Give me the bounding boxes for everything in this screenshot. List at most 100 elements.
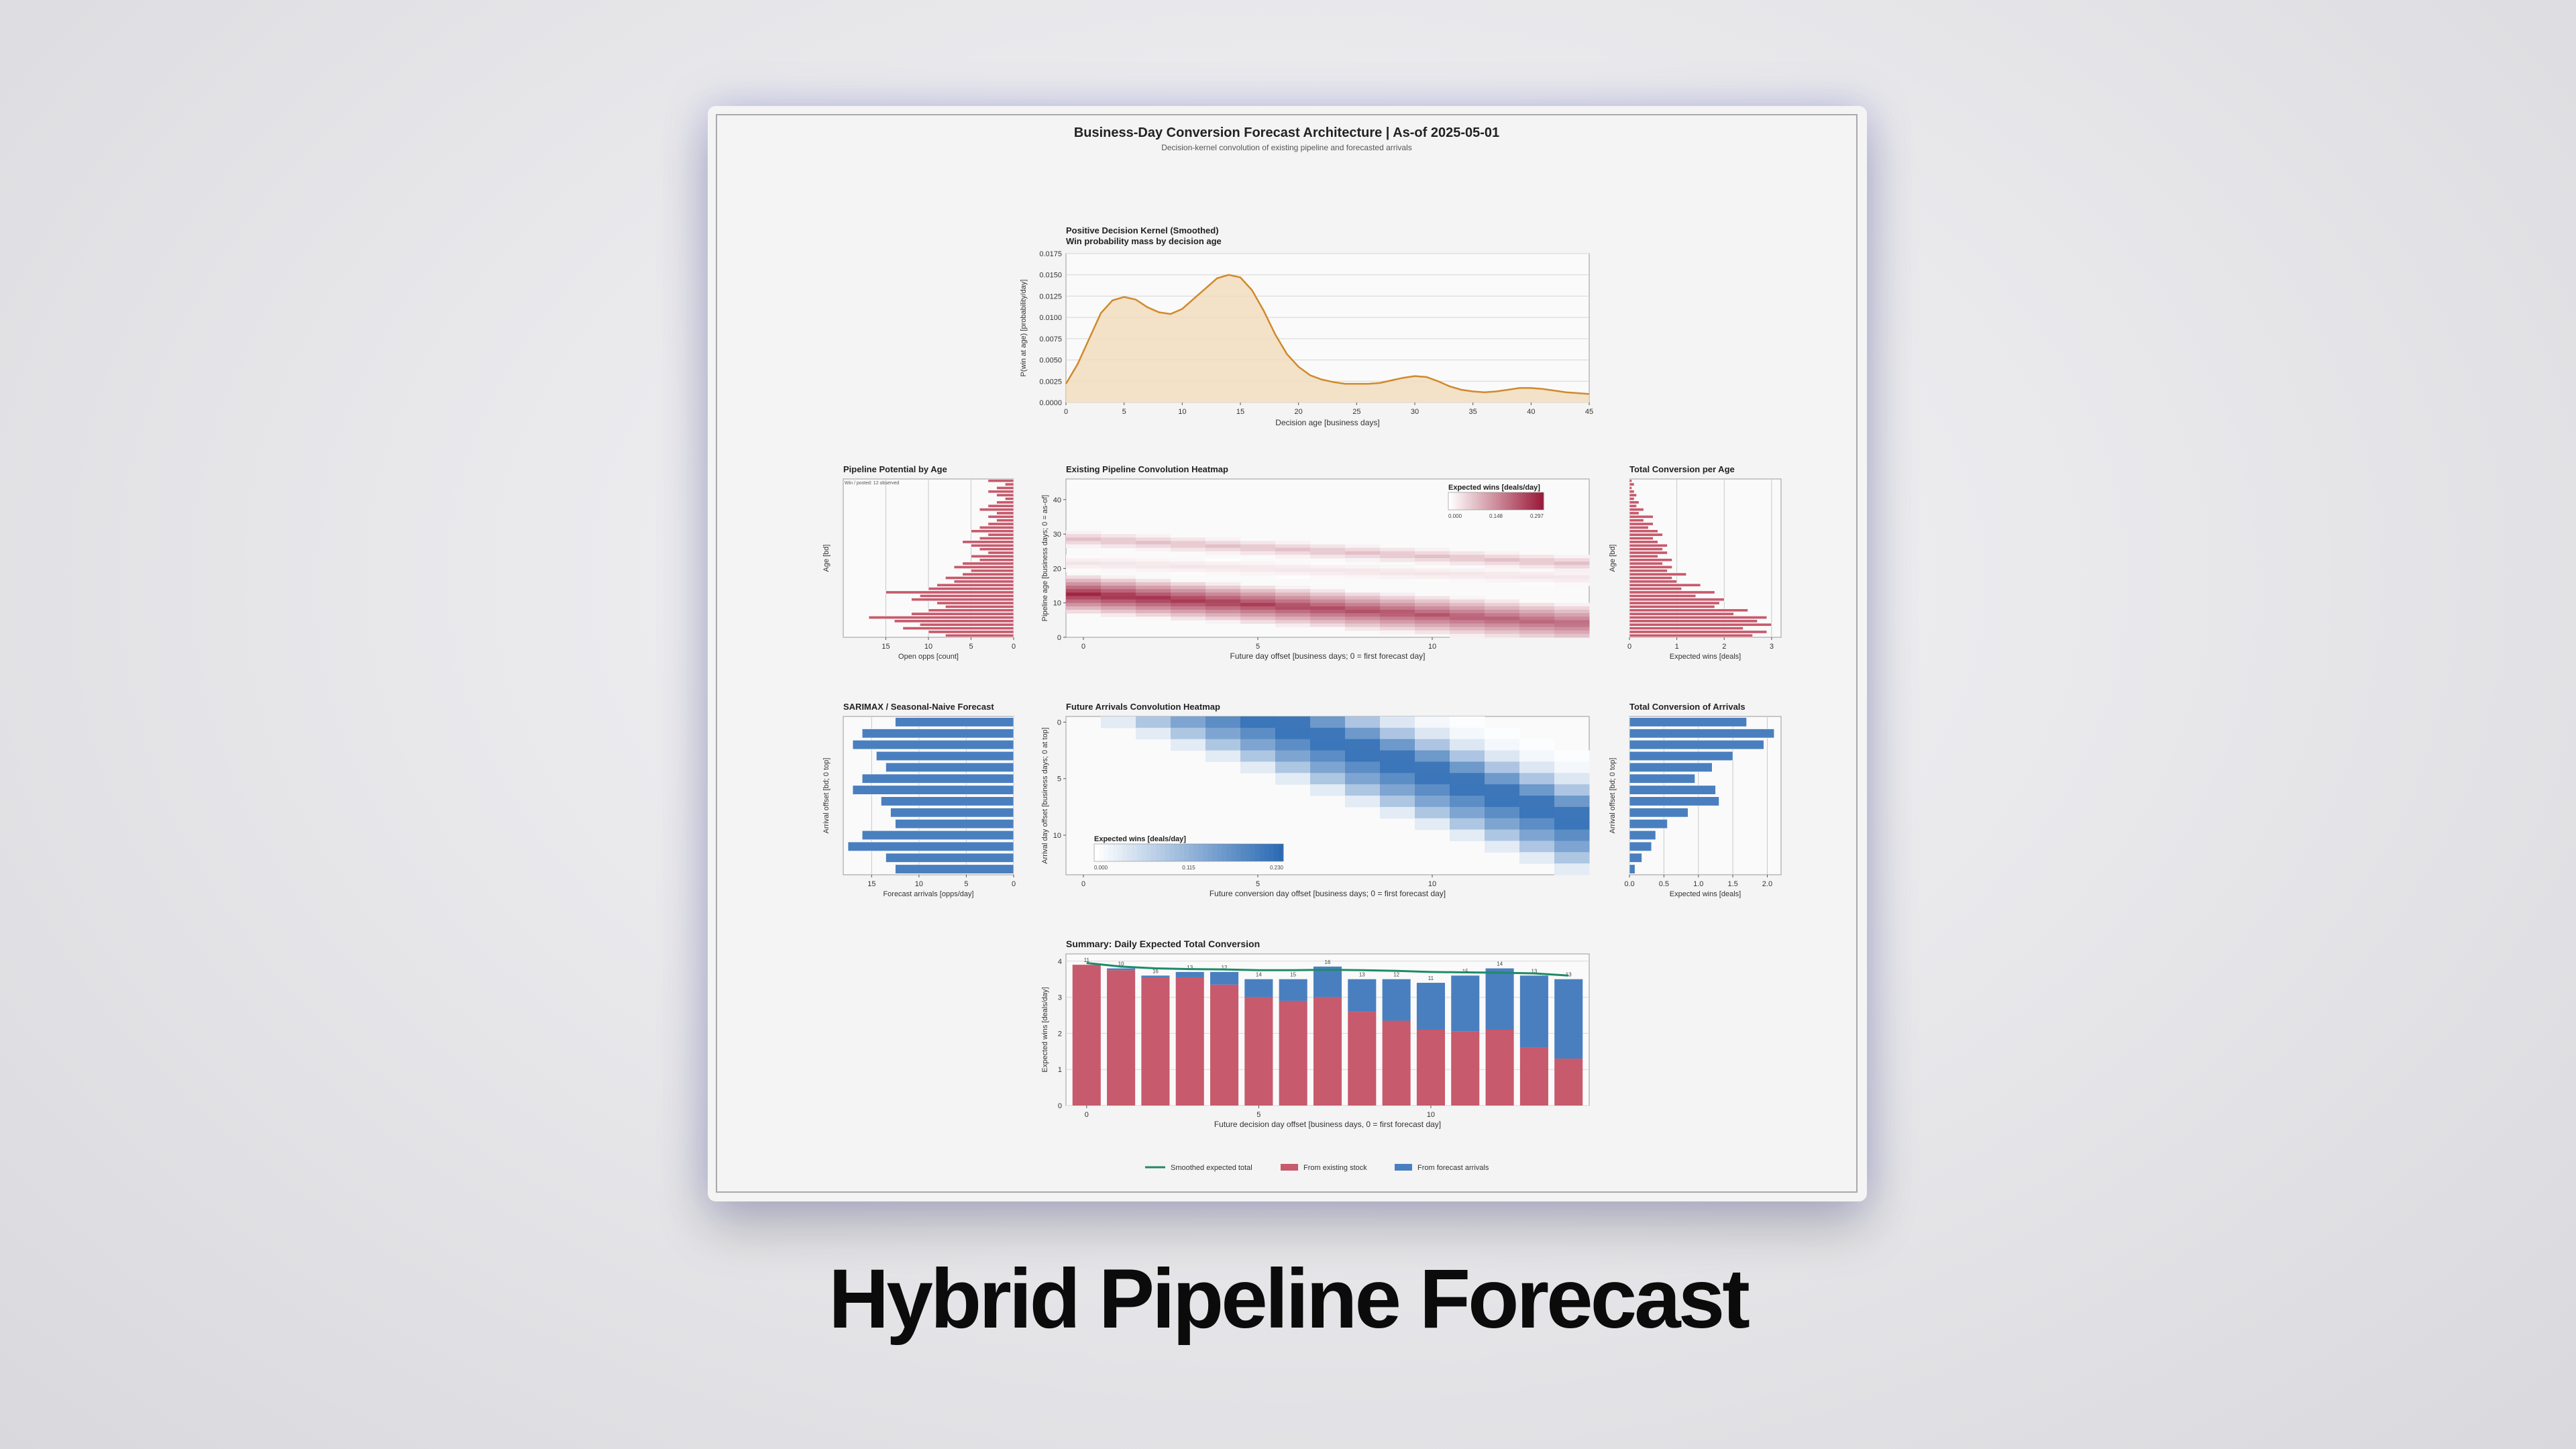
pipeline_heatmap-cell <box>1485 613 1520 617</box>
pipeline_heatmap-cell <box>1205 537 1241 541</box>
pipeline_heatmap-cell <box>1101 606 1136 610</box>
kernel-ylabel: P(win at age) [probability/day] <box>1020 280 1028 377</box>
pipeline_age-bar <box>911 598 1014 602</box>
pipeline_heatmap-cell <box>1485 558 1520 562</box>
pipeline_heatmap-cell <box>1066 582 1102 586</box>
pipeline_heatmap-cell <box>1345 589 1381 593</box>
pipeline_heatmap-cell <box>1101 609 1136 614</box>
arrivals_heatmap-cell <box>1450 784 1485 796</box>
pipeline_heatmap-cell <box>1380 602 1415 607</box>
pipeline_heatmap-xtick-label: 5 <box>1256 643 1260 651</box>
pipeline_heatmap-cell <box>1485 551 1520 555</box>
arrivals_heatmap-cell <box>1415 716 1450 729</box>
arrivals_heatmap-cell <box>1519 750 1555 762</box>
total_conversion_arrivals-bar <box>1629 740 1764 750</box>
total_conversion_age-bar <box>1629 598 1725 602</box>
arrivals_heatmap-cell <box>1485 761 1520 773</box>
pipeline_heatmap-cell <box>1205 586 1241 590</box>
kernel-xtick-label: 10 <box>1178 408 1186 416</box>
pipeline_heatmap-cell <box>1101 582 1136 586</box>
total_conversion_arrivals-bar <box>1629 717 1747 727</box>
arrivals_heatmap-cell <box>1310 739 1346 751</box>
arrivals_heatmap-cell <box>1450 761 1485 773</box>
pipeline_heatmap-cell <box>1205 572 1241 576</box>
pipeline_age-bar <box>928 587 1014 591</box>
pipeline_heatmap-cell <box>1205 561 1241 566</box>
pipeline_heatmap-cell <box>1450 599 1485 604</box>
pipeline_heatmap-cell <box>1450 558 1485 562</box>
pipeline_heatmap-cell <box>1554 633 1590 638</box>
pipeline_heatmap-cell <box>1485 627 1520 631</box>
arrivals_heatmap-cell <box>1519 806 1555 819</box>
arrivals_heatmap-colorbar-segment <box>1222 844 1227 861</box>
pipeline_heatmap-cell <box>1171 547 1206 552</box>
kernel-area-fill <box>1066 274 1589 402</box>
pipeline_heatmap-colorbar-segment <box>1541 492 1544 510</box>
pipeline_heatmap-cell <box>1450 609 1485 614</box>
arrivals_heatmap-cell <box>1415 796 1450 808</box>
pipeline_heatmap-cell <box>1450 606 1485 610</box>
pipeline_heatmap-cell <box>1485 633 1520 638</box>
pipeline_heatmap-cell <box>1485 602 1520 607</box>
total_conversion_arrivals-ylabel: Arrival offset [bd; 0 top] <box>1609 758 1617 834</box>
arrivals_forecast-bar <box>895 864 1014 874</box>
pipeline_heatmap-cell <box>1380 547 1415 552</box>
pipeline_heatmap-cell <box>1275 596 1311 600</box>
pipeline_heatmap-cell <box>1205 616 1241 621</box>
pipeline_heatmap-cell <box>1415 620 1450 624</box>
pipeline_heatmap-cell <box>1519 568 1555 573</box>
arrivals_heatmap-colorbar-segment <box>1108 844 1114 861</box>
total_conversion_age-bar <box>1629 576 1672 580</box>
pipeline_heatmap-cell <box>1485 623 1520 628</box>
pipeline_heatmap-cell <box>1101 592 1136 596</box>
arrivals_heatmap-cell <box>1275 773 1311 785</box>
arrivals_heatmap-colorbar-segment <box>1146 844 1152 861</box>
total_conversion_age-bar <box>1629 529 1658 533</box>
pipeline_heatmap-cell <box>1485 609 1520 614</box>
pipeline_heatmap-cell <box>1415 578 1450 583</box>
pipeline_heatmap-cell <box>1345 544 1381 549</box>
total_conversion_arrivals-xtick-label: 2.0 <box>1762 880 1772 888</box>
arrivals_heatmap-cell <box>1275 761 1311 773</box>
pipeline_heatmap-cell <box>1310 592 1346 596</box>
pipeline_age-bar <box>894 619 1014 623</box>
summary-bar-label: 13 <box>1566 972 1572 978</box>
total_conversion_arrivals-bar <box>1629 762 1713 772</box>
arrivals_heatmap-colorbar-segment <box>1118 844 1123 861</box>
arrivals_heatmap-colorbar-segment <box>1132 844 1137 861</box>
pipeline_heatmap-cell <box>1205 602 1241 607</box>
arrivals_heatmap-cell <box>1485 829 1520 841</box>
pipeline_heatmap-cell <box>1519 572 1555 576</box>
pipeline_heatmap-cell <box>1171 609 1206 614</box>
arrivals_heatmap-ytick-label: 0 <box>1057 718 1061 727</box>
pipeline_age-bar <box>971 529 1014 533</box>
total_conversion_arrivals-bar <box>1629 773 1695 784</box>
pipeline_heatmap-cell <box>1136 568 1171 573</box>
arrivals_heatmap-colorbar-segment <box>1208 844 1213 861</box>
arrivals_heatmap-colorbar-segment <box>1165 844 1171 861</box>
pipeline_heatmap-colorbar-segment <box>1501 492 1504 510</box>
pipeline_heatmap-cell <box>1310 565 1346 569</box>
pipeline_age-bar <box>979 537 1014 540</box>
pipeline_age-bar <box>953 580 1014 584</box>
pipeline_heatmap-cell <box>1380 630 1415 635</box>
arrivals_heatmap-cell <box>1554 761 1590 773</box>
arrivals_heatmap-colorbar-segment <box>1160 844 1166 861</box>
arrivals_forecast-bar <box>895 819 1014 829</box>
pipeline_heatmap-cell <box>1101 537 1136 541</box>
arrivals_heatmap-colorbar-segment <box>1250 844 1256 861</box>
pipeline_heatmap-cell <box>1485 630 1520 635</box>
pipeline_heatmap-cell <box>1519 578 1555 583</box>
arrivals_heatmap-xlabel: Future conversion day offset [business d… <box>1210 889 1446 898</box>
pipeline_heatmap-cell <box>1101 578 1136 583</box>
arrivals_heatmap-cell <box>1171 739 1206 751</box>
pipeline_heatmap-cell <box>1171 568 1206 573</box>
pipeline_heatmap-cell <box>1345 568 1381 573</box>
arrivals_heatmap-cell <box>1485 727 1520 740</box>
summary-bar-stock <box>1210 984 1239 1106</box>
pipeline_age-xtick-label: 10 <box>924 643 932 651</box>
arrivals_forecast-bar <box>861 729 1014 739</box>
arrivals_heatmap-cell <box>1554 818 1590 830</box>
pipeline_heatmap-cell <box>1345 596 1381 600</box>
arrivals_heatmap-colorbar-segment <box>1245 844 1251 861</box>
